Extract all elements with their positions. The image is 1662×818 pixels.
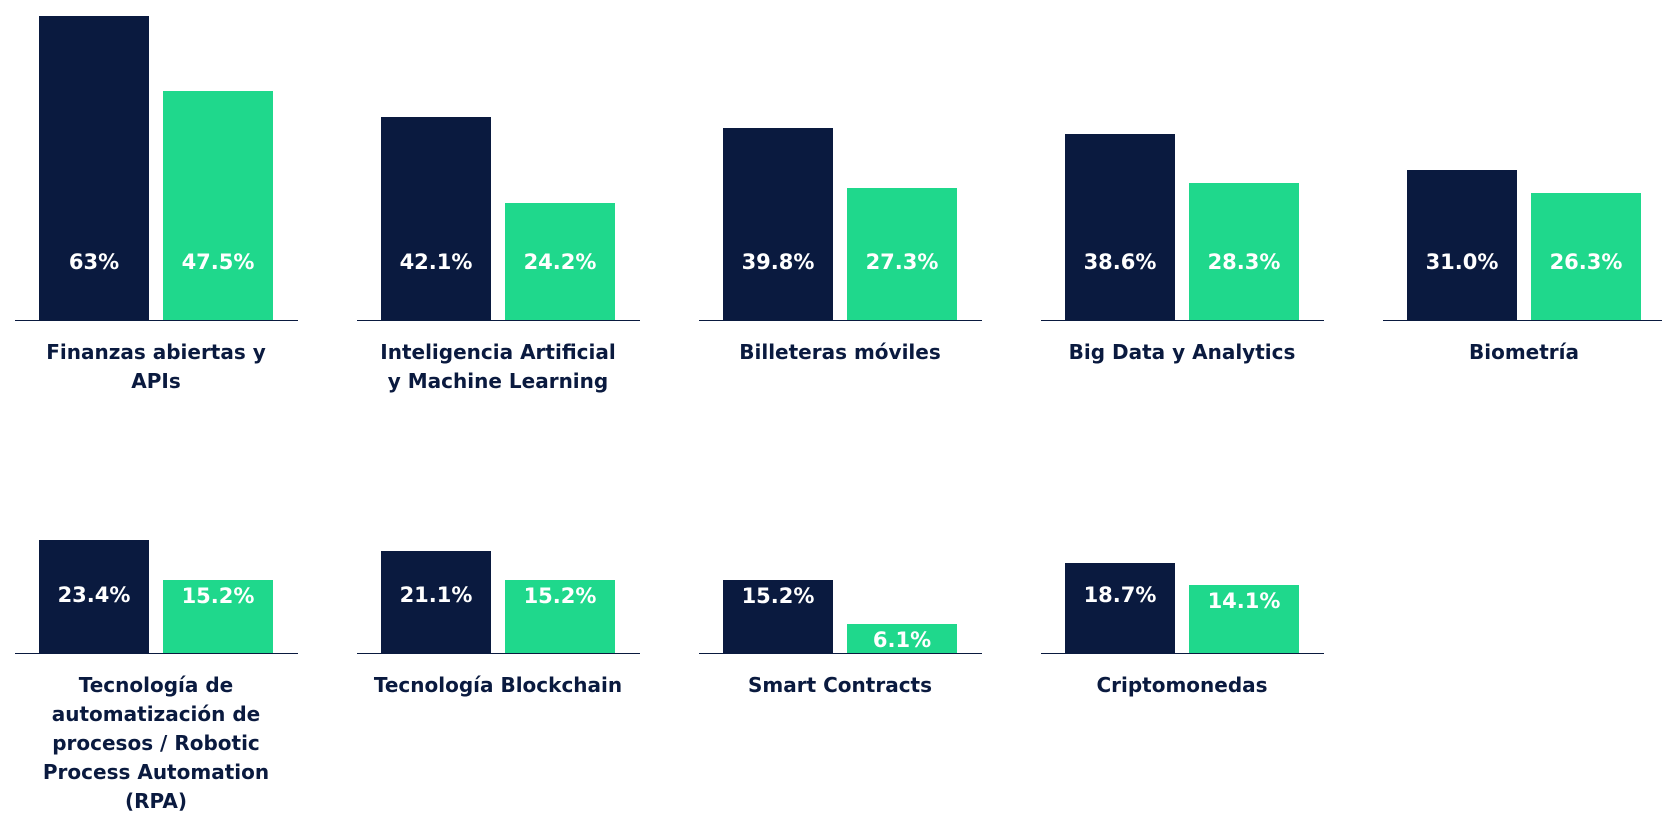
value-label: 47.5%	[181, 250, 255, 274]
baseline	[699, 653, 982, 654]
value-label: 23.4%	[57, 583, 131, 607]
bar	[847, 188, 957, 320]
baseline	[357, 653, 640, 654]
baseline	[15, 653, 298, 654]
value-label: 26.3%	[1549, 250, 1623, 274]
value-label: 28.3%	[1207, 250, 1281, 274]
bar	[723, 579, 833, 653]
value-label: 39.8%	[741, 250, 815, 274]
category-label: Biometría	[1468, 340, 1580, 364]
category-label: Smart Contracts	[747, 673, 933, 697]
value-label: 31.0%	[1425, 250, 1499, 274]
value-label: 63%	[68, 250, 120, 274]
category-label: Finanzas abiertas y APIs	[46, 340, 266, 393]
value-label: 6.1%	[872, 627, 932, 652]
bar	[1065, 562, 1175, 653]
value-label: 18.7%	[1083, 583, 1157, 607]
bar	[381, 116, 491, 320]
bar	[1189, 183, 1299, 320]
category-label: Tecnología de automatización de procesos…	[42, 673, 270, 813]
bar	[723, 127, 833, 320]
value-label: 24.2%	[523, 250, 597, 274]
category-label: Criptomonedas	[1096, 673, 1268, 697]
value-label: 15.2%	[181, 583, 255, 608]
category-label: Big Data y Analytics	[1068, 340, 1296, 364]
bar	[1189, 584, 1299, 653]
value-label: 27.3%	[865, 250, 939, 274]
baseline	[1041, 320, 1324, 321]
value-label: 42.1%	[399, 250, 473, 274]
baseline	[1383, 320, 1662, 321]
bar	[505, 579, 615, 653]
bar	[847, 623, 957, 653]
category-label: Billeteras móviles	[739, 340, 941, 364]
baseline	[357, 320, 640, 321]
value-label: 21.1%	[399, 583, 473, 607]
baseline	[699, 320, 982, 321]
baseline	[15, 320, 298, 321]
bar	[39, 540, 149, 653]
value-label: 15.2%	[523, 583, 597, 608]
value-label: 15.2%	[741, 583, 815, 608]
category-label: Tecnología Blockchain	[373, 673, 623, 697]
bar	[1407, 170, 1517, 320]
bar	[1065, 133, 1175, 320]
category-label: Inteligencia Artificial y Machine Learni…	[380, 340, 616, 393]
bar	[163, 90, 273, 320]
baseline	[1041, 653, 1324, 654]
bar	[1531, 193, 1641, 320]
value-label: 38.6%	[1083, 250, 1157, 274]
bar	[39, 16, 149, 320]
bar	[163, 579, 273, 653]
value-label: 14.1%	[1207, 588, 1281, 613]
bar	[381, 551, 491, 653]
bar	[505, 203, 615, 320]
